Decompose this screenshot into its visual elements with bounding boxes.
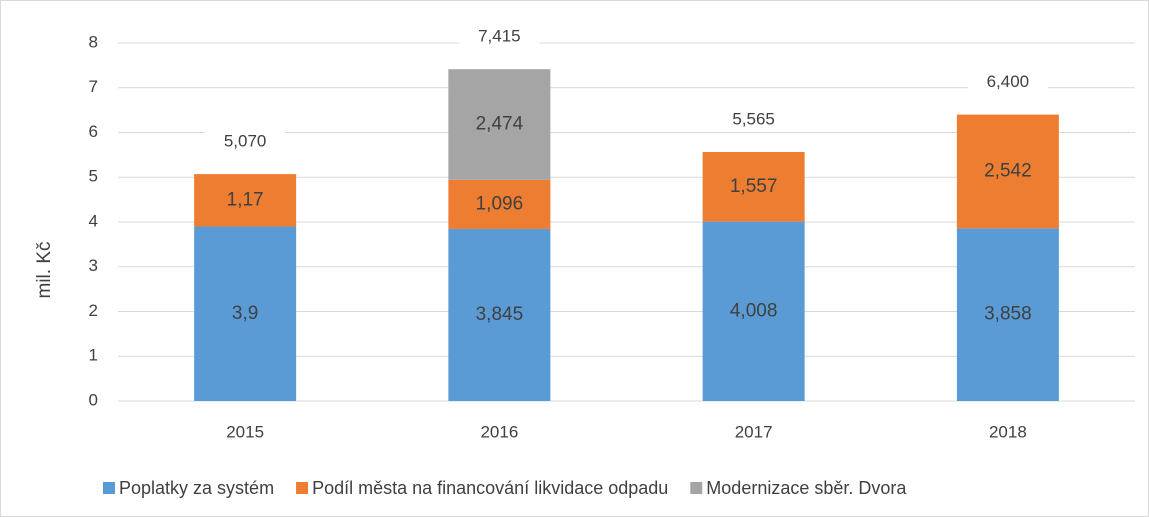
x-tick-label: 2017 [735,422,773,441]
data-label: 2,542 [984,160,1032,181]
y-tick-label: 5 [89,167,98,186]
bar-segment [448,228,551,401]
legend-swatch [103,482,115,494]
y-tick-label: 6 [89,122,98,141]
legend-swatch [296,482,309,494]
bar-segment [448,69,551,180]
legend-label: Podíl města na financování likvidace odp… [312,478,668,498]
bar-segment [956,228,1059,401]
bar-segment [702,221,805,401]
x-tick-label: 2018 [989,422,1027,441]
y-tick-label: 4 [89,211,98,230]
legend-label: Poplatky za systém [119,478,274,498]
x-tick-label: 2015 [226,422,264,441]
bar-segment [194,226,297,401]
total-label: 6,400 [987,72,1030,91]
data-label: 1,17 [227,189,264,210]
total-label-bg [205,130,286,155]
y-tick-label: 2 [89,301,98,320]
data-label: 3,9 [232,303,258,324]
bar-segment [194,174,297,227]
x-tick-label: 2016 [480,422,518,441]
legend-swatch [690,482,703,494]
total-label: 7,415 [478,27,521,46]
y-axis-label: mil. Kč [34,242,55,299]
total-label-bg [713,107,794,132]
y-tick-label: 8 [89,32,98,51]
data-label: 3,858 [984,304,1032,325]
bar-segment [702,151,805,222]
data-label: 1,557 [730,176,778,197]
data-label: 2,474 [476,114,524,135]
total-label-bg [459,25,540,50]
y-tick-label: 0 [89,390,98,409]
total-label: 5,565 [732,109,775,128]
legend-label: Modernizace sběr. Dvora [706,478,907,498]
data-label: 3,845 [476,304,524,325]
data-label: 1,096 [476,193,524,214]
total-label-bg [967,70,1048,95]
total-label: 5,070 [224,132,267,151]
bar-segment [448,179,551,229]
y-tick-label: 1 [89,346,98,365]
y-tick-label: 3 [89,256,98,275]
data-label: 4,008 [730,300,778,321]
bar-segment [956,114,1059,229]
y-tick-label: 7 [89,77,98,96]
